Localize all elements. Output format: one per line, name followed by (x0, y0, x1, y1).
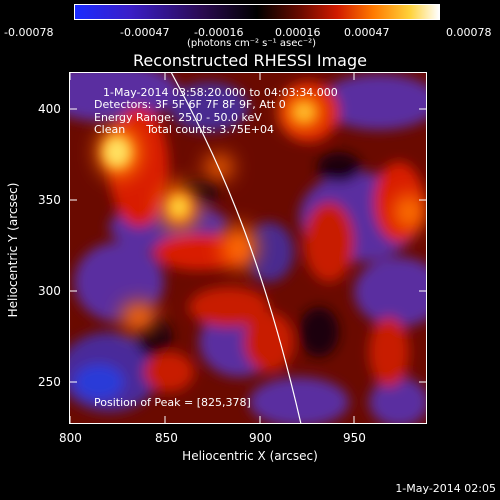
time-range-label: 1-May-2014 03:58:20.000 to 04:03:34.000 (103, 86, 338, 99)
colorbar-units: (photons cm⁻² s⁻¹ asec⁻²) (187, 38, 317, 49)
y-tick-label: 250 (38, 375, 61, 389)
peak-position-label: Position of Peak = [825,378] (94, 396, 251, 409)
rhessi-image (69, 72, 427, 424)
x-tick-label: 900 (249, 431, 272, 445)
colorbar-tick: -0.00078 (4, 26, 54, 39)
y-axis-label: Heliocentric Y (arcsec) (6, 182, 20, 318)
y-tick-label: 300 (38, 284, 61, 298)
detectors-label: Detectors: 3F 5F 6F 7F 8F 9F, Att 0 (94, 98, 286, 111)
solar-limb-curve (170, 72, 302, 424)
y-tick-label: 400 (38, 102, 61, 116)
x-tick-label: 950 (343, 431, 366, 445)
colorbar-tick: 0.00016 (275, 26, 321, 39)
colorbar-tick: -0.00016 (194, 26, 244, 39)
colorbar-tick: -0.00047 (120, 26, 170, 39)
plot-title: Reconstructed RHESSI Image (133, 51, 367, 70)
x-axis-label: Heliocentric X (arcsec) (182, 449, 318, 463)
footer-timestamp: 1-May-2014 02:05 (395, 482, 496, 495)
x-tick-label: 800 (59, 431, 82, 445)
clean-counts-label: Clean Total counts: 3.75E+04 (94, 123, 275, 136)
x-tick-label: 850 (155, 431, 178, 445)
y-tick-label: 350 (38, 193, 61, 207)
colorbar (74, 4, 440, 20)
colorbar-tick: 0.00078 (446, 26, 492, 39)
energy-range-label: Energy Range: 25.0 - 50.0 keV (94, 111, 262, 124)
colorbar-tick: 0.00047 (344, 26, 390, 39)
